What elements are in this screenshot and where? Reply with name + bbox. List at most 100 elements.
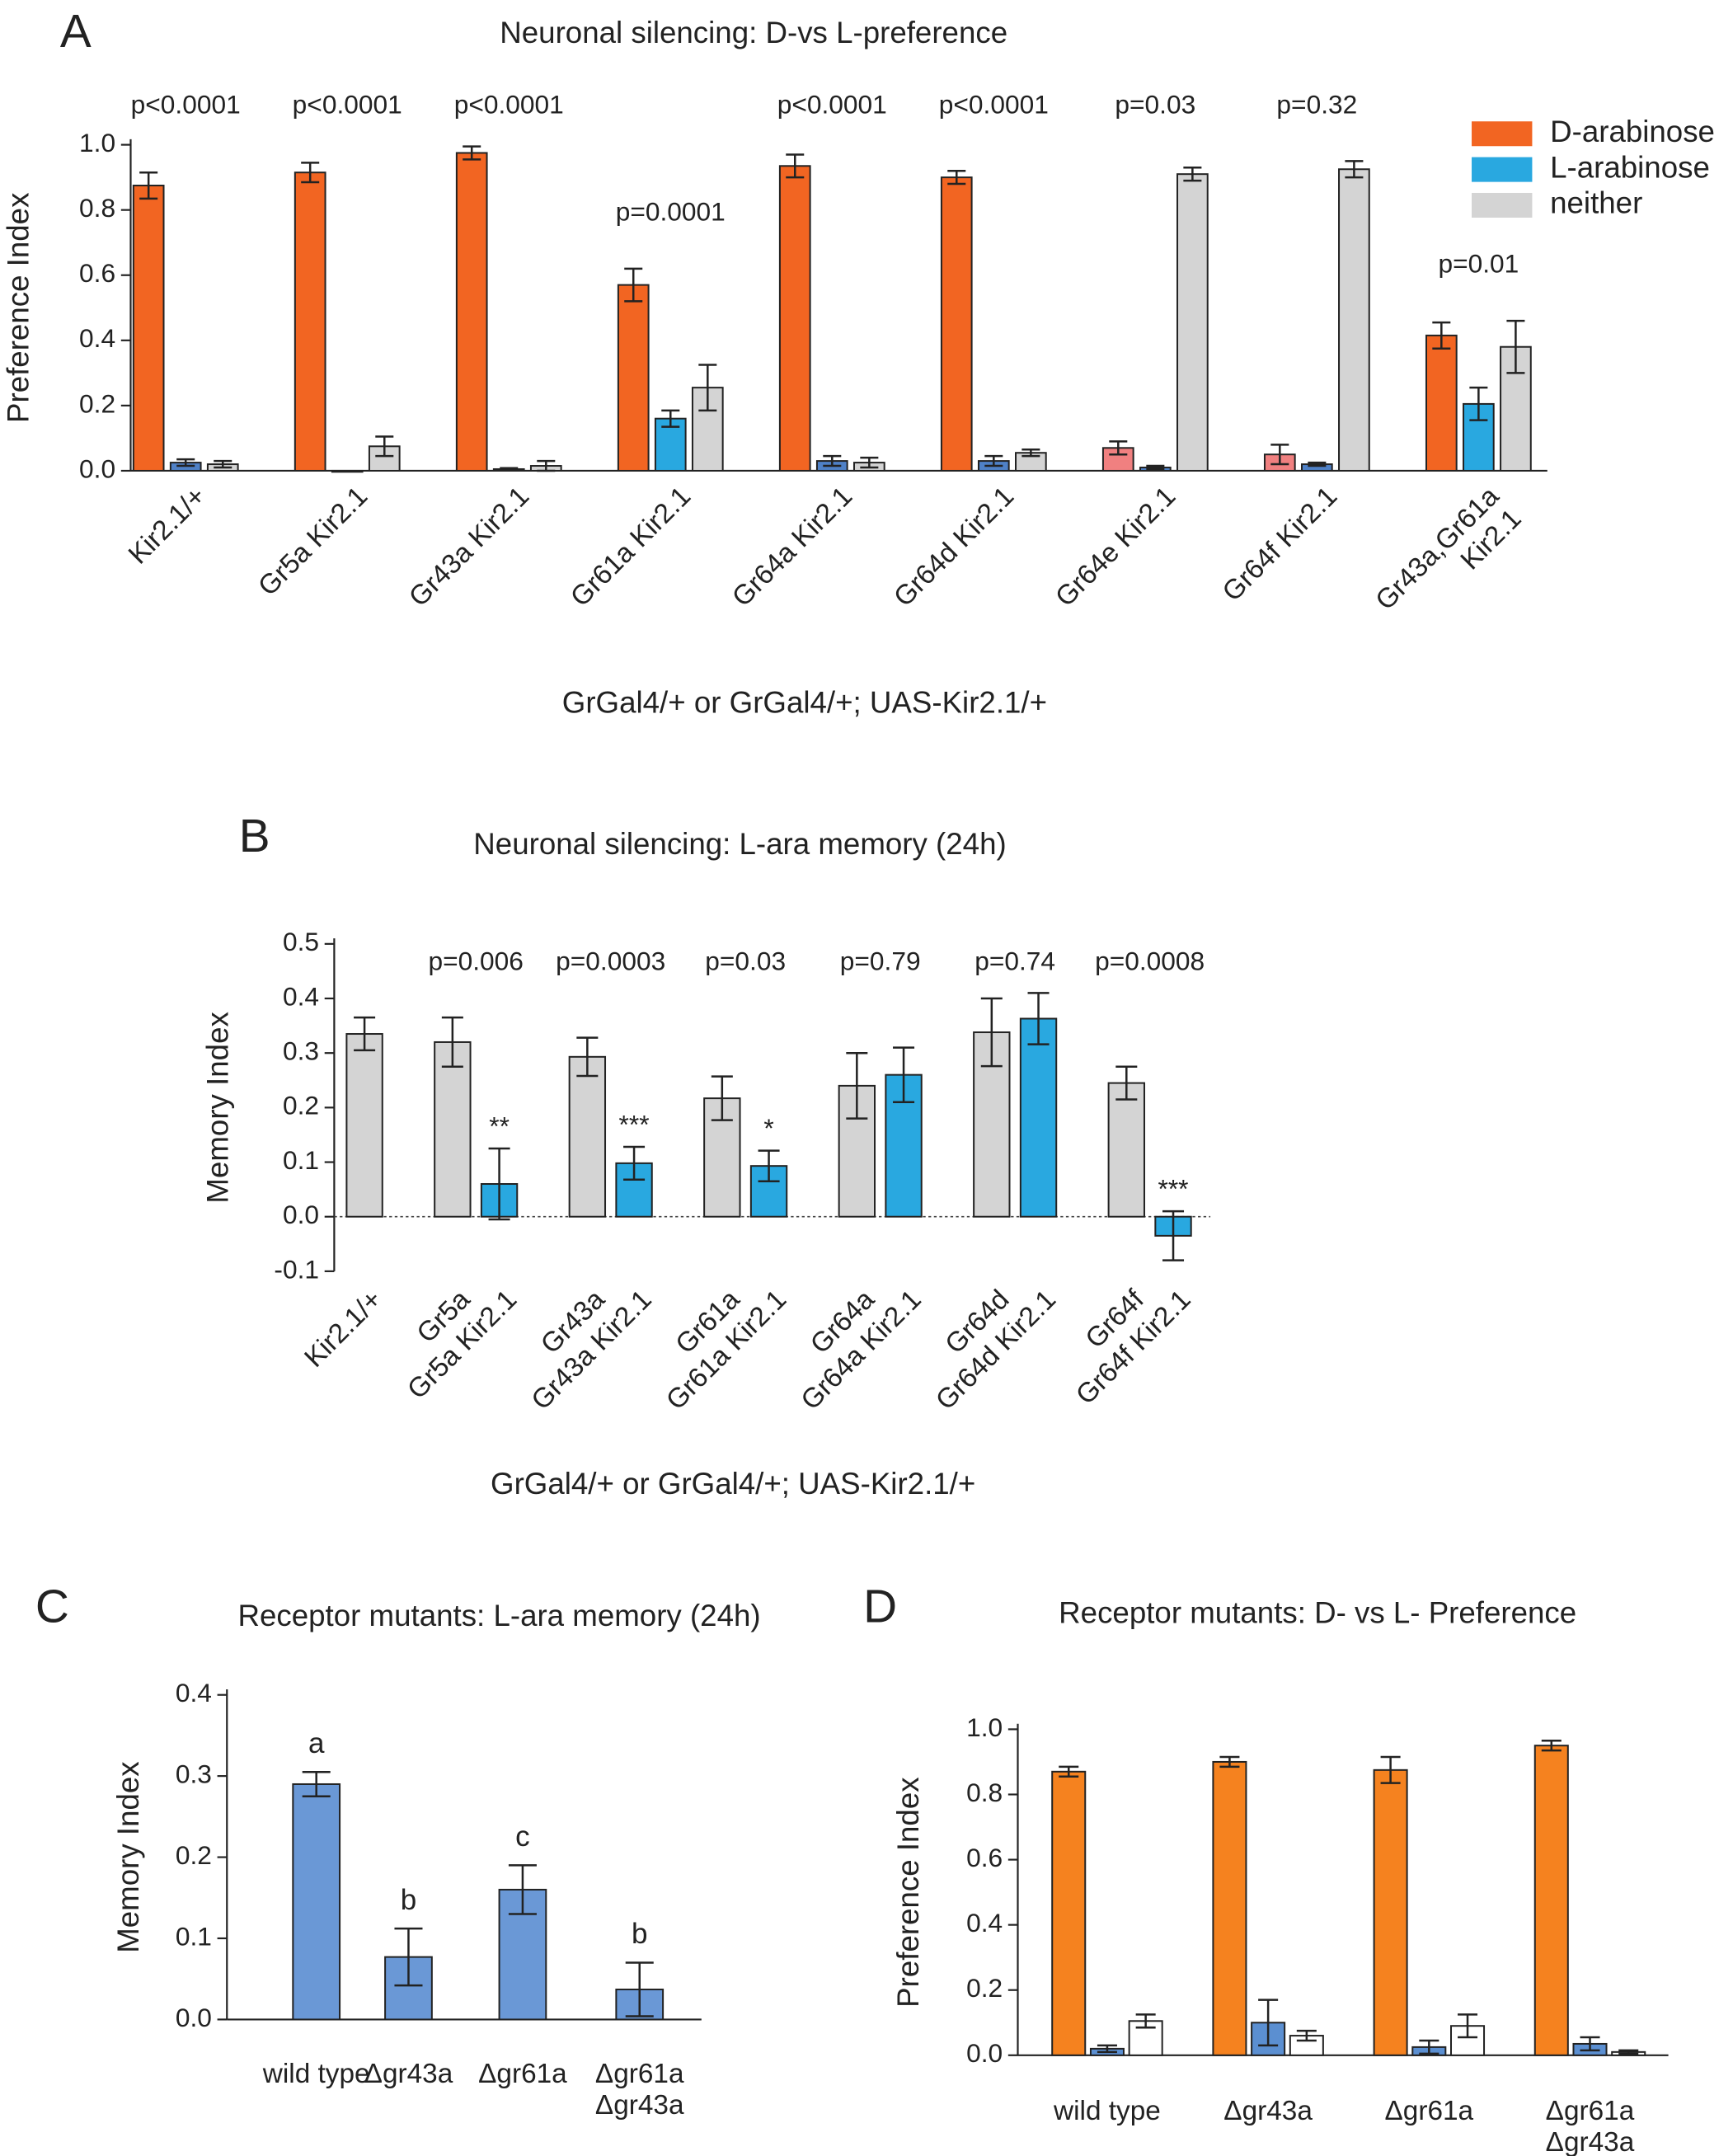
bar (1425, 334, 1458, 472)
error-bar (1219, 1755, 1240, 1768)
error-bar (302, 1770, 331, 1797)
x-tick-label: Gr64f Kir2.1 (1217, 481, 1343, 607)
error-bar (463, 145, 481, 161)
x-tick-label: Δgr43a (1223, 2096, 1313, 2126)
bar (778, 165, 811, 472)
error-bar (1146, 464, 1165, 471)
y-tick-label: 0.6 (79, 258, 115, 288)
y-tick-label: 0.6 (966, 1843, 1003, 1872)
error-bar (1345, 160, 1364, 179)
error-bar (786, 153, 805, 179)
y-tick-label: 0.8 (79, 193, 115, 223)
y-tick-label: 0.0 (79, 453, 115, 483)
bar (1107, 1082, 1145, 1218)
legend-swatch (1472, 157, 1533, 182)
bar (331, 469, 364, 473)
y-tick-label: 0.4 (966, 1908, 1003, 1938)
bar (455, 152, 488, 472)
x-tick-label: wild type (1053, 2096, 1161, 2126)
bar (294, 171, 326, 472)
bar (1338, 168, 1370, 472)
y-tick-label: 1.0 (79, 128, 115, 157)
p-value: p<0.0001 (131, 89, 241, 119)
error-bar (176, 458, 195, 467)
error-bar (1541, 1740, 1562, 1752)
p-value: p=0.32 (1276, 89, 1357, 119)
bar (940, 176, 973, 472)
group-letter: c (515, 1820, 530, 1853)
error-bar (301, 162, 320, 184)
error-bar (508, 1864, 537, 1915)
error-bar (1270, 444, 1289, 466)
y-tick-label: 0.0 (283, 1200, 319, 1229)
bar (1019, 1017, 1058, 1218)
error-bar (1296, 2029, 1317, 2042)
y-tick-label: 0.4 (283, 981, 319, 1011)
significance-label: *** (619, 1109, 650, 1139)
bar (292, 1783, 341, 2021)
error-bar (139, 171, 158, 200)
significance-label: * (763, 1113, 773, 1143)
error-bar (488, 1147, 510, 1221)
y-tick-label: 0.0 (966, 2038, 1003, 2068)
error-bar (984, 454, 1003, 467)
x-tick-label-line: Δgr43a (595, 2090, 684, 2121)
x-tick-label-line: Δgr61a (1546, 2096, 1635, 2126)
y-tick-label: 0.1 (283, 1145, 319, 1175)
p-value: p=0.0008 (1095, 946, 1205, 976)
p-value: p=0.006 (428, 946, 523, 976)
x-tick-label: Δgr61a (1385, 2096, 1474, 2126)
error-bar (1618, 2049, 1639, 2055)
chart-title: Neuronal silencing: L-ara memory (24h) (473, 827, 1006, 861)
error-bar (1419, 2039, 1439, 2055)
legend-label: D-arabinose (1550, 115, 1715, 148)
error-bar (1458, 2013, 1478, 2039)
y-tick-label: 0.5 (283, 927, 319, 956)
error-bar (214, 459, 232, 469)
x-tick-label: Gr64d Kir2.1 (888, 481, 1020, 613)
y-tick-label: 0.1 (176, 1921, 212, 1951)
p-value: p<0.0001 (454, 89, 564, 119)
bar (1533, 1745, 1569, 2056)
panel-label: B (239, 810, 270, 862)
bar (1463, 402, 1495, 472)
error-bar (758, 1149, 780, 1182)
x-tick-label-line: Δgr61a (595, 2059, 684, 2089)
error-bar (846, 1051, 868, 1120)
y-tick-label: 0.4 (176, 1678, 212, 1707)
chart-title: Receptor mutants: D- vs L- Preference (1059, 1596, 1576, 1630)
error-bar (711, 1075, 733, 1121)
error-bar (698, 364, 717, 412)
y-tick-label: 0.2 (79, 388, 115, 418)
p-value: p=0.01 (1438, 249, 1519, 279)
error-bar (947, 169, 966, 186)
p-value: p=0.0003 (556, 946, 665, 976)
error-bar (625, 1961, 654, 2017)
bar (434, 1040, 472, 1218)
error-bar (1109, 440, 1128, 456)
x-tick-label: Gr43a,Gr61aKir2.1 (1369, 481, 1527, 638)
error-bar (1308, 461, 1327, 467)
x-tick-label: Gr5a Kir2.1 (252, 481, 373, 602)
x-tick-label: Gr64a Kir2.1 (726, 481, 858, 613)
y-tick-label: 0.8 (966, 1778, 1003, 1807)
bar (568, 1055, 607, 1218)
y-axis-label: Preference Index (2, 193, 35, 423)
error-bar (576, 1036, 599, 1078)
y-axis-label: Memory Index (201, 1012, 235, 1203)
bar (1176, 173, 1209, 472)
legend-swatch (1472, 121, 1533, 147)
bar (1212, 1760, 1247, 2056)
error-bar (537, 459, 556, 472)
error-bar (1432, 321, 1451, 350)
y-axis-label: Preference Index (891, 1777, 925, 2007)
y-axis-label: Memory Index (111, 1761, 145, 1952)
error-bar (354, 1016, 376, 1052)
x-tick-label: Δgr61a Δgr43a (595, 2059, 684, 2121)
y-tick-label: 0.2 (966, 1973, 1003, 2003)
error-bar (1021, 449, 1040, 458)
error-bar (980, 997, 1003, 1068)
error-bar (1258, 1999, 1279, 2047)
y-tick-label: 0.0 (176, 2003, 212, 2032)
